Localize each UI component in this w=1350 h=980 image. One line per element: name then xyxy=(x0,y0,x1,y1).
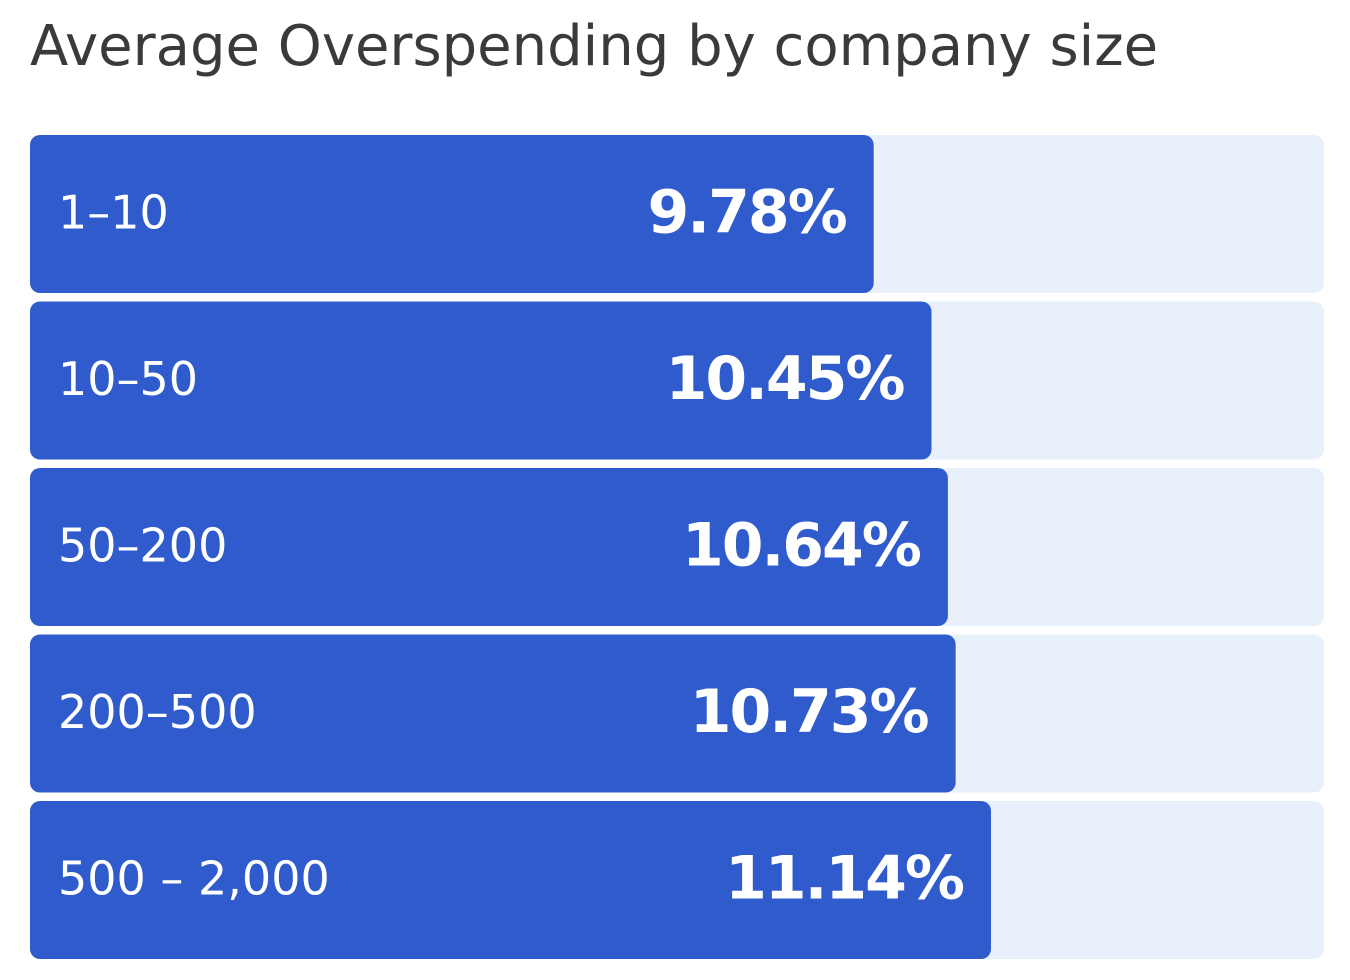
value-label: 10.64% xyxy=(682,511,921,581)
bar xyxy=(30,301,932,460)
category-label: 50–200 xyxy=(58,519,227,573)
value-label: 10.45% xyxy=(666,344,905,414)
category-label: 200–500 xyxy=(58,685,257,739)
bar xyxy=(30,468,948,626)
chart-title: Average Overspending by company size xyxy=(30,14,1158,79)
category-label: 10–50 xyxy=(58,352,198,406)
bar xyxy=(30,634,956,793)
value-label: 11.14% xyxy=(725,844,964,914)
category-label: 500 – 2,000 xyxy=(58,852,330,906)
value-label: 9.78% xyxy=(648,178,847,248)
category-label: 1–10 xyxy=(58,186,169,240)
bar xyxy=(30,135,874,293)
bar xyxy=(30,801,992,959)
value-label: 10.73% xyxy=(690,677,929,747)
